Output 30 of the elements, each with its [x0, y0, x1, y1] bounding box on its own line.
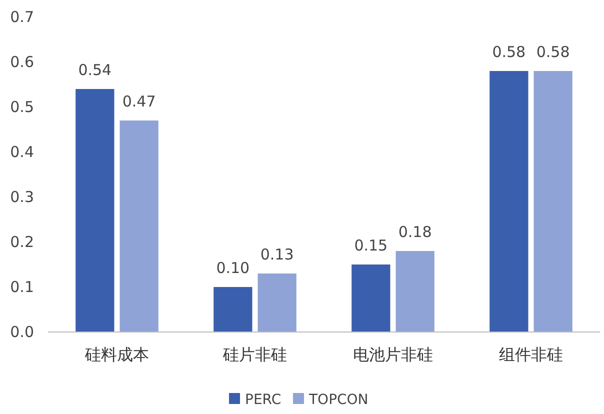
bar — [534, 71, 572, 332]
y-tick-label: 0.5 — [10, 98, 34, 116]
text: 0.18 — [398, 223, 432, 241]
y-tick-label: 0.6 — [10, 53, 34, 71]
bar — [214, 287, 252, 332]
legend-label: TOPCON — [308, 392, 368, 408]
text: 0.15 — [354, 236, 388, 254]
text: 0.54 — [78, 61, 112, 79]
bar — [352, 264, 390, 332]
bar — [396, 251, 434, 332]
bar — [258, 274, 296, 332]
x-tick-label: 硅料成本 — [84, 345, 149, 364]
x-tick-label: 组件非硅 — [499, 345, 563, 364]
bar — [120, 120, 158, 332]
x-tick-label: 电池片非硅 — [353, 345, 433, 364]
y-tick-label: 0.0 — [10, 323, 34, 341]
y-tick-label: 0.4 — [10, 143, 34, 161]
bar — [490, 71, 528, 332]
y-tick-label: 0.7 — [10, 8, 34, 26]
y-tick-label: 0.1 — [10, 278, 34, 296]
legend-label: PERC — [245, 392, 282, 408]
bar — [76, 89, 114, 332]
y-tick-label: 0.2 — [10, 233, 34, 251]
text: 0.58 — [536, 43, 570, 61]
y-tick-label: 0.3 — [10, 188, 34, 206]
text: 0.47 — [122, 92, 156, 110]
x-tick-label: 硅片非硅 — [222, 345, 287, 364]
text: 0.10 — [216, 259, 250, 277]
text: 0.13 — [260, 246, 294, 264]
text: 0.58 — [492, 43, 526, 61]
